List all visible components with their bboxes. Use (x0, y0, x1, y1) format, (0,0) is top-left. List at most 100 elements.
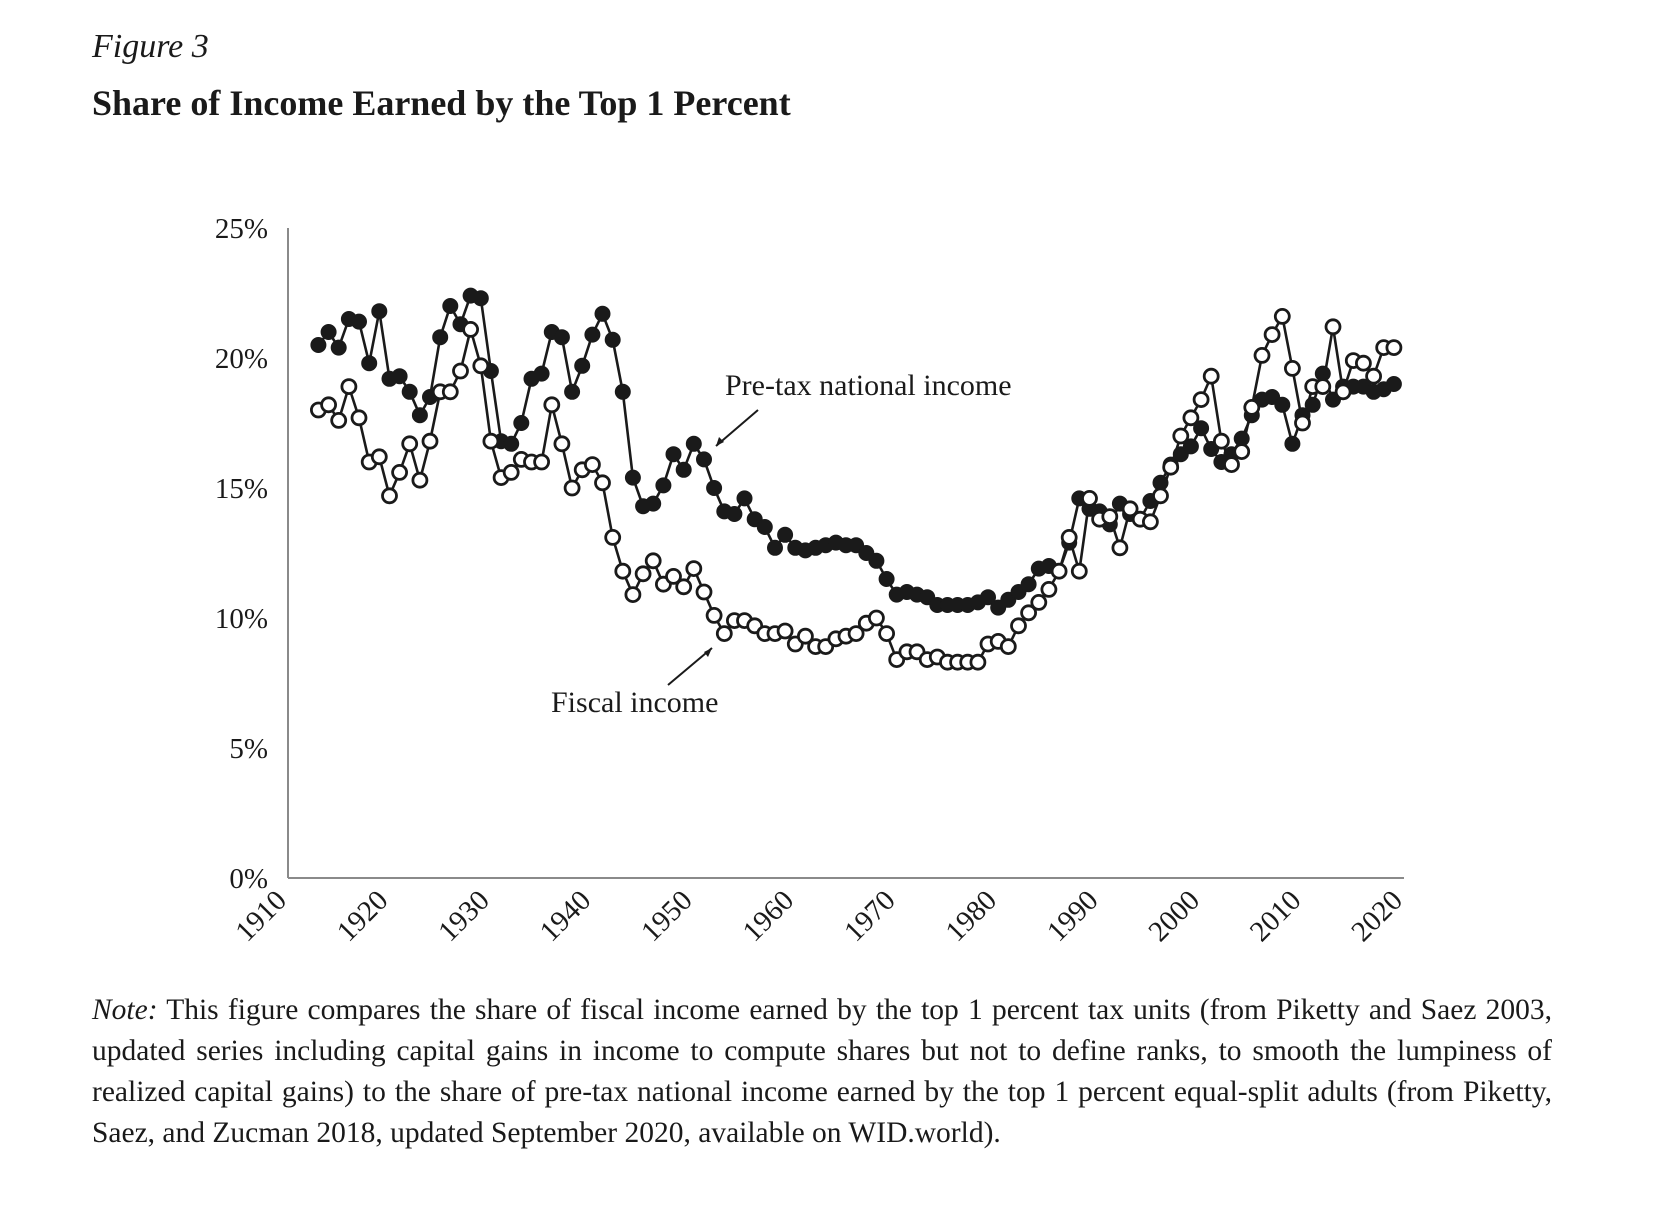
fiscal-income-point (1253, 346, 1271, 364)
fiscal-income-point (847, 625, 865, 642)
y-tick-label: 0% (229, 863, 268, 895)
fiscal-income-point (1355, 354, 1372, 372)
fiscal-income-point (1202, 367, 1220, 385)
fiscal-income-point (1111, 539, 1129, 557)
fiscal-income-point (1162, 458, 1180, 476)
pre-tax-national-income-point (330, 339, 347, 356)
pre-tax-national-income-point (411, 407, 428, 424)
fiscal-income-point (999, 638, 1017, 655)
x-tick-label: 1970 (838, 884, 902, 948)
pre-tax-national-income-point (1284, 435, 1301, 452)
fiscal-income-point (411, 471, 429, 489)
pre-tax-national-income-point (878, 571, 895, 587)
fiscal-income-point (624, 586, 642, 603)
fiscal-income-point (1121, 500, 1139, 518)
x-tick-label: 1930 (432, 884, 496, 948)
y-tick-label: 10% (215, 603, 268, 635)
annotation-fiscal: Fiscal income (551, 647, 718, 719)
x-tick-label: 2000 (1142, 884, 1206, 948)
fiscal-income-point (1385, 339, 1403, 357)
fiscal-income-point (401, 435, 419, 453)
pre-tax-national-income-point (665, 446, 682, 463)
x-tick-label: 1920 (331, 884, 395, 948)
pre-tax-national-income-point (614, 383, 631, 400)
pre-tax-national-income-point (868, 552, 885, 569)
pre-tax-national-income-point (1274, 396, 1291, 413)
fiscal-income-point (868, 609, 885, 627)
pre-tax-national-income-point (594, 305, 611, 322)
fiscal-income-point (320, 396, 338, 414)
pre-tax-national-income-point (361, 355, 378, 372)
x-tick-label: 1990 (1041, 884, 1105, 948)
fiscal-income-point (1314, 378, 1332, 396)
pre-tax-national-income-point (1182, 438, 1199, 455)
fiscal-income-point (1284, 359, 1301, 377)
fiscal-income-point (685, 560, 703, 577)
fiscal-income-point (705, 607, 723, 624)
pre-tax-national-income-point (503, 435, 520, 452)
fiscal-income-point (584, 456, 601, 474)
y-tick-label: 25% (215, 213, 268, 245)
fiscal-income-point (1233, 443, 1251, 461)
fiscal-income-point (1142, 513, 1159, 531)
fiscal-income-point (1263, 326, 1281, 344)
x-tick-label: 1940 (534, 884, 598, 948)
pre-tax-national-income-point (675, 461, 692, 478)
fiscal-income-point (594, 474, 611, 492)
pre-tax-national-income-point (584, 326, 601, 343)
pre-tax-national-income-point (442, 298, 459, 314)
fiscal-income-point (441, 383, 459, 401)
pre-tax-national-income-point (401, 383, 418, 400)
fiscal-income-point (1213, 432, 1230, 450)
pre-tax-national-income-point (696, 451, 712, 468)
fiscal-income-point (350, 409, 368, 427)
annotation-pre-tax-label: Pre-tax national income (725, 369, 1012, 402)
pre-tax-national-income-point (553, 329, 570, 346)
fiscal-income-point (330, 411, 348, 429)
fiscal-income-point (1172, 427, 1190, 445)
pre-tax-national-income-point (432, 329, 449, 346)
pre-tax-national-income-point (685, 435, 702, 452)
x-tick-label: 2010 (1244, 884, 1308, 948)
pre-tax-national-income-point (320, 324, 337, 340)
fiscal-income-point (482, 432, 500, 450)
fiscal-income-point (1223, 456, 1240, 474)
fiscal-income-point (1152, 487, 1169, 505)
fiscal-income-point (543, 396, 561, 414)
line-chart: 0%5%10%15%20%25% 1910 1920 1930 1940 1950 196… (215, 213, 1409, 948)
fiscal-income-point (421, 432, 439, 450)
fiscal-income-point (1060, 529, 1078, 546)
fiscal-income-point (1243, 398, 1261, 416)
pre-tax-national-income-point (736, 490, 753, 507)
fiscal-income-point (644, 552, 662, 570)
pre-tax-national-income-point (1193, 420, 1210, 437)
fiscal-income-point (452, 362, 469, 380)
pre-tax-national-income-point (1385, 376, 1402, 392)
fiscal-income-point (614, 562, 632, 580)
fiscal-income-point (340, 378, 358, 396)
pre-tax-national-income-point (513, 415, 530, 431)
fiscal-income-point (878, 625, 895, 642)
annotation-pre-tax: Pre-tax national income (715, 369, 1012, 447)
fiscal-income-point (1040, 581, 1058, 598)
x-tick-label: 2020 (1345, 884, 1409, 948)
y-tick-label: 20% (215, 343, 268, 375)
fiscal-income-point (1273, 307, 1291, 325)
fiscal-income-point (563, 479, 581, 497)
pre-tax-national-income-point (371, 303, 388, 320)
pre-tax-national-income-point (645, 495, 662, 512)
pre-tax-national-income-point (1020, 576, 1037, 593)
pre-tax-national-income-point (655, 477, 672, 494)
fiscal-income-point (1334, 383, 1352, 401)
fiscal-income-point (1365, 367, 1382, 385)
x-tick-label: 1980 (939, 884, 1003, 948)
pre-tax-national-income-point (310, 337, 327, 353)
fiscal-income-point (675, 578, 693, 596)
note-text: This figure compares the share of fiscal… (92, 994, 1552, 1149)
y-tick-label: 5% (229, 733, 268, 765)
fiscal-income-point (1010, 617, 1027, 635)
pre-tax-national-income-point (391, 368, 408, 385)
fiscal-income-point (553, 435, 571, 453)
series-pre-tax-national-income (310, 287, 1402, 616)
fiscal-income-point (776, 622, 794, 640)
